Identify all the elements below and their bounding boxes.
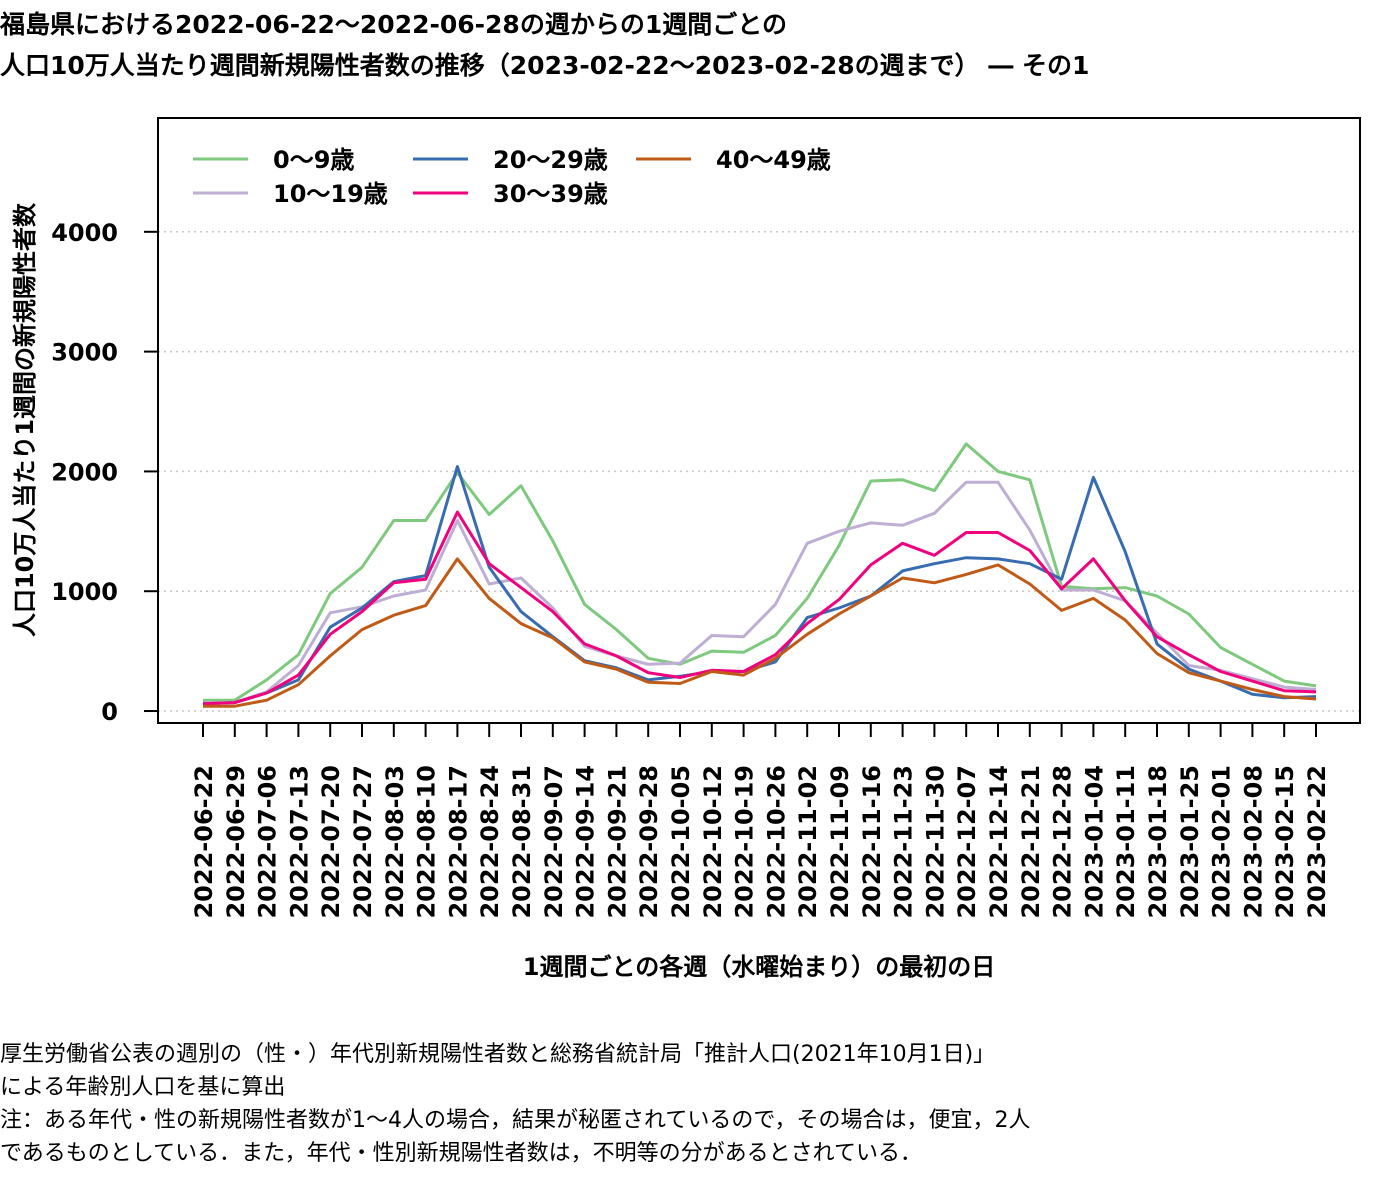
- legend: 0〜9歳 10〜19歳 20〜29歳 30〜39歳 40〜49歳: [193, 146, 831, 208]
- y-tick-label: 4000: [51, 219, 118, 247]
- source-notes: 厚生労働省公表の週別の（性・）年代別新規陽性者数と総務省統計局「推計人口(202…: [0, 1038, 1400, 1170]
- footnote-line-2: であるものとしている．また，年代・性別新規陽性者数は，不明等の分があるとされてい…: [0, 1141, 923, 1166]
- chart-title: 福島県における2022-06-22〜2022-06-28の週からの1週間ごとの …: [0, 4, 1400, 86]
- x-tick-label: 2022-10-19: [731, 765, 759, 919]
- y-tick-label: 0: [101, 698, 118, 726]
- x-tick-label: 2023-01-04: [1080, 765, 1108, 919]
- x-tick-label: 2022-11-02: [794, 765, 822, 919]
- x-tick-label: 2023-01-25: [1176, 765, 1204, 919]
- x-tick-label: 2022-07-20: [317, 765, 345, 919]
- x-tick-label: 2022-11-30: [921, 765, 949, 919]
- series-lines: [202, 442, 1317, 708]
- x-tick-label: 2022-08-10: [413, 765, 441, 919]
- y-tick-label: 2000: [51, 458, 118, 486]
- x-tick-label: 2022-10-26: [762, 765, 790, 919]
- x-tick-label: 2023-02-22: [1303, 765, 1331, 919]
- y-axis-label: 人口10万人当たり1週間の新規陽性者数: [11, 202, 39, 637]
- x-tick-label: 2022-06-29: [222, 765, 250, 919]
- legend-label: 40〜49歳: [716, 146, 831, 174]
- footnote-line-1: 注：ある年代・性の新規陽性者数が1〜4人の場合，結果が秘匿されているので，その場…: [0, 1108, 1031, 1133]
- x-tick-label: 2023-02-08: [1239, 765, 1267, 919]
- x-tick-label: 2022-08-24: [476, 765, 504, 919]
- series-line: [203, 442, 1317, 702]
- legend-label: 20〜29歳: [493, 146, 608, 174]
- x-tick-label: 2022-08-03: [381, 765, 409, 919]
- chart-title-line-2: 人口10万人当たり週間新規陽性者数の推移（2023-02-22〜2023-02-…: [0, 51, 1090, 80]
- series-line: [203, 557, 1317, 708]
- x-tick-label: 2022-08-17: [444, 765, 472, 919]
- x-tick-label: 2023-02-15: [1271, 765, 1299, 919]
- x-tick-label: 2022-07-13: [285, 765, 313, 919]
- series-line: [202, 510, 1317, 706]
- x-tick-label: 2022-11-23: [890, 765, 918, 919]
- x-axis: 2022-06-22 2022-06-29 2022-07-06 2022-07-13…: [190, 723, 1331, 919]
- legend-label: 30〜39歳: [493, 180, 608, 208]
- x-tick-label: 2022-09-07: [540, 765, 568, 919]
- chart-title-line-1: 福島県における2022-06-22〜2022-06-28の週からの1週間ごとの: [0, 10, 787, 39]
- source-note-line-1: 厚生労働省公表の週別の（性・）年代別新規陽性者数と総務省統計局「推計人口(202…: [0, 1042, 996, 1067]
- x-tick-label: 2022-09-21: [603, 765, 631, 919]
- x-tick-label: 2022-12-21: [1017, 765, 1045, 919]
- x-tick-label: 2022-08-31: [508, 765, 536, 919]
- x-tick-label: 2023-02-01: [1208, 765, 1236, 919]
- x-tick-label: 2022-12-07: [953, 765, 981, 919]
- x-tick-label: 2022-09-14: [572, 765, 600, 919]
- y-tick-label: 1000: [51, 578, 118, 606]
- x-tick-label: 2022-10-05: [667, 765, 695, 919]
- x-tick-label: 2023-01-18: [1144, 765, 1172, 919]
- x-tick-label: 2022-09-28: [635, 765, 663, 919]
- x-tick-label: 2022-11-16: [858, 765, 886, 919]
- x-tick-label: 2022-10-12: [699, 765, 727, 919]
- source-note-line-2: による年齢別人口を基に算出: [0, 1075, 286, 1100]
- x-tick-label: 2023-01-11: [1112, 765, 1140, 919]
- legend-label: 0〜9歳: [273, 146, 354, 174]
- x-tick-label: 2022-07-06: [254, 765, 282, 919]
- x-tick-label: 2022-07-27: [349, 765, 377, 919]
- legend-label: 10〜19歳: [273, 180, 388, 208]
- plot-area: [157, 117, 1361, 724]
- x-tick-label: 2022-12-14: [985, 765, 1013, 919]
- grid-lines: [158, 231, 1360, 712]
- x-tick-label: 2022-12-28: [1049, 765, 1077, 919]
- x-tick-label: 2022-06-22: [190, 765, 218, 919]
- y-tick-label: 3000: [51, 339, 118, 367]
- x-axis-label: 1週間ごとの各週（水曜始まり）の最初の日: [523, 953, 995, 981]
- y-axis: 0 1000 2000 3000 4000: [51, 219, 158, 726]
- x-tick-label: 2022-11-09: [826, 765, 854, 919]
